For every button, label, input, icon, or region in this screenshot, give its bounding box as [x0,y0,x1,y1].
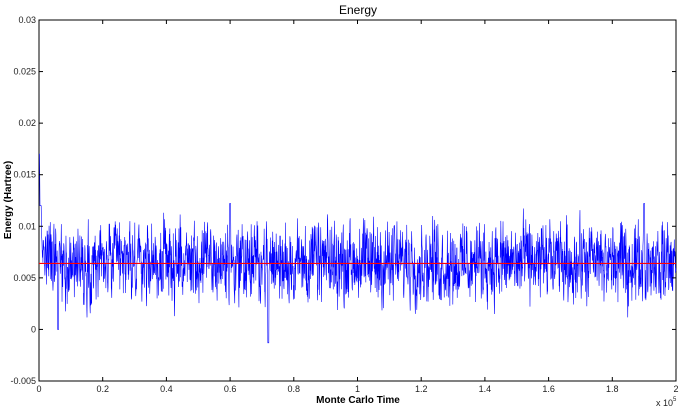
chart-title: Energy [339,3,377,17]
series-layer [39,153,677,344]
y-tick-label: 0.02 [18,118,36,128]
x-tick-label: 1.4 [479,384,492,394]
energy-trace-line [39,153,677,344]
x-axis-multiplier: x 105 [656,397,677,408]
x-tick-label: 1.2 [415,384,428,394]
x-tick-label: 1 [355,384,360,394]
y-tick-label: -0.005 [10,376,36,386]
y-tick-label: 0.015 [13,170,36,180]
x-axis: 0 0.2 0.4 0.6 0.8 1 1.2 1.4 1.6 1.8 2 [36,20,679,394]
y-axis: -0.005 0 0.005 0.01 0.015 0.02 0.025 0.03 [10,15,676,386]
x-tick-label: 0.2 [96,384,109,394]
x-tick-label: 0.4 [160,384,173,394]
x-tick-label: 0 [36,384,41,394]
x-tick-label: 2 [673,384,678,394]
y-tick-label: 0 [31,324,36,334]
y-tick-label: 0.005 [13,273,36,283]
plot-area [38,19,677,382]
y-tick-label: 0.03 [18,15,36,25]
y-axis-label: Energy (Hartree) [3,161,14,239]
x-tick-label: 1.8 [606,384,619,394]
x-tick-label: 0.8 [288,384,301,394]
x-axis-label: Monte Carlo Time [316,395,400,406]
x-axis-multiplier-exponent: 5 [673,397,677,403]
y-tick-label: 0.01 [18,221,36,231]
x-tick-label: 1.6 [542,384,555,394]
x-axis-multiplier-base: x 10 [656,398,673,408]
x-tick-label: 0.6 [224,384,237,394]
y-tick-label: 0.025 [13,67,36,77]
